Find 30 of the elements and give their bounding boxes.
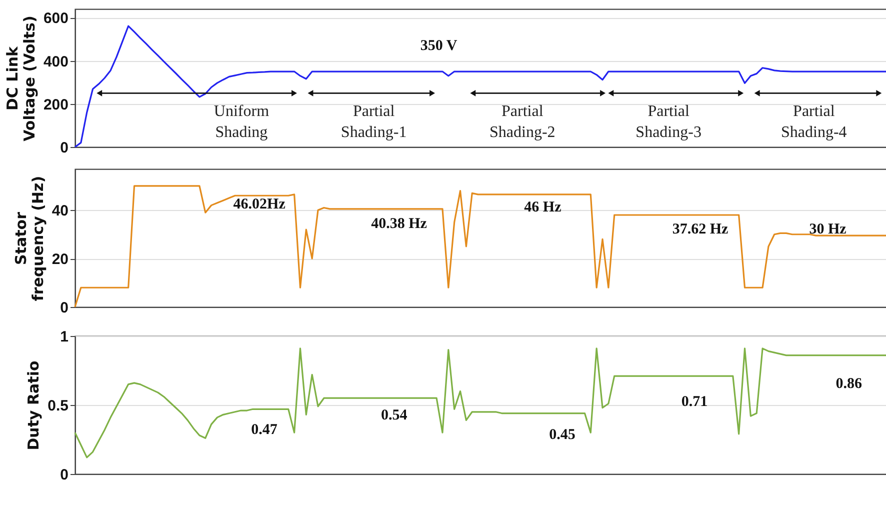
- annotation: Uniform Shading: [214, 103, 270, 142]
- annotation: Partial Shading-2: [490, 103, 556, 142]
- y-tick-label: 0: [60, 140, 68, 156]
- y-tick-label: 200: [43, 96, 68, 114]
- annotation: 0.86: [836, 376, 862, 392]
- y-tick-label: 0: [60, 466, 68, 484]
- y-axis-title: Duty Ratio: [24, 360, 43, 450]
- annotation: 30 Hz: [809, 221, 847, 238]
- y-tick-label: 40: [52, 202, 68, 220]
- y-axis-title: DC Link Voltage (Volts): [3, 16, 38, 142]
- annotation: 0.45: [549, 426, 576, 443]
- y-tick-label: 1: [60, 328, 68, 346]
- annotation: 46 Hz: [524, 199, 562, 216]
- y-tick-label: 0: [60, 300, 68, 316]
- annotation: 0.54: [380, 408, 408, 424]
- annotation: Partial Shading-1: [340, 103, 407, 142]
- annotation: 0.47: [251, 422, 278, 438]
- y-tick-label: 600: [43, 10, 68, 28]
- annotation: Partial Shading-4: [781, 103, 847, 142]
- annotation: 0.71: [681, 394, 708, 410]
- line-series: [74, 348, 886, 458]
- annotation: 40.38 Hz: [371, 216, 428, 232]
- y-tick-label: 20: [52, 251, 68, 268]
- y-tick-label: 400: [43, 53, 68, 70]
- annotation: 46.02Hz: [233, 196, 286, 212]
- y-axis-title: Stator frequency (Hz): [12, 176, 47, 302]
- annotation: 37.62 Hz: [672, 221, 728, 238]
- y-tick-label: 0.5: [48, 398, 68, 414]
- annotation: Partial Shading-3: [636, 103, 702, 142]
- annotation: 350 V: [420, 38, 458, 54]
